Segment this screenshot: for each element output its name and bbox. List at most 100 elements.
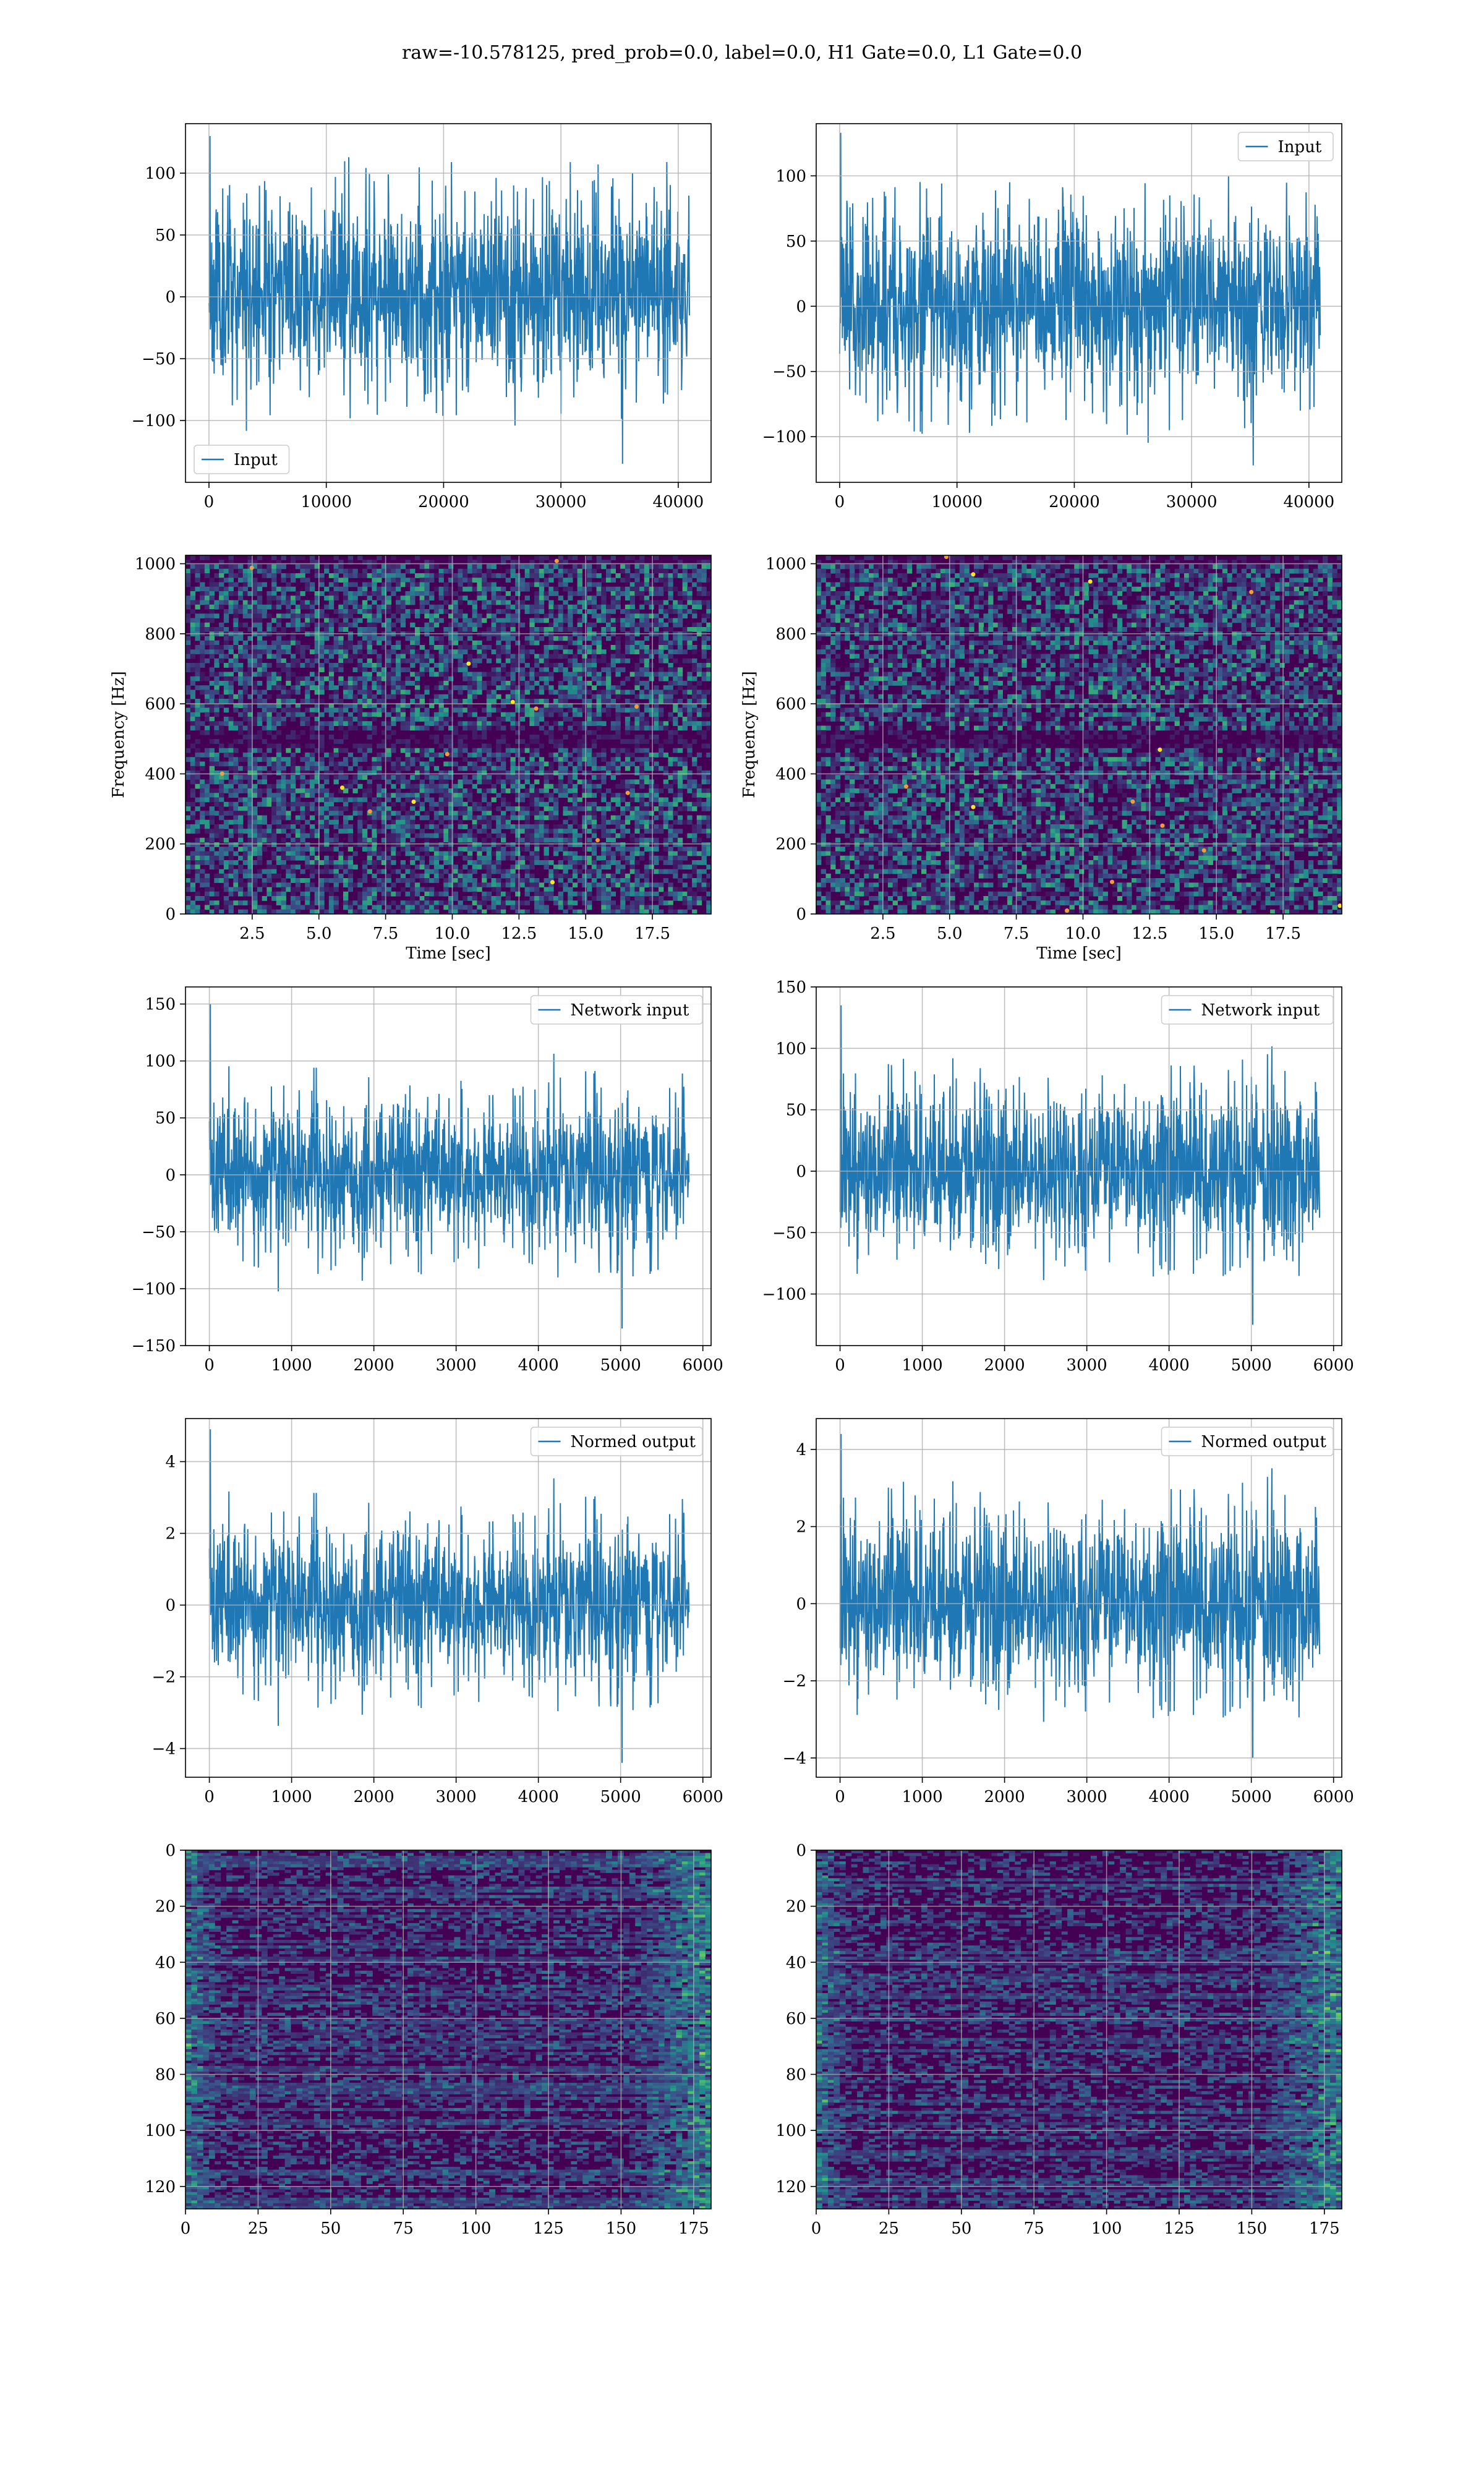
heatmap-cell: [352, 600, 357, 605]
heatmap-cell: [539, 744, 544, 749]
heatmap-cell: [352, 569, 357, 574]
heatmap-cell: [415, 591, 420, 596]
heatmap-cell: [338, 699, 343, 704]
heatmap-cell: [300, 811, 305, 816]
heatmap-cell: [487, 775, 492, 780]
heatmap-cell: [659, 753, 663, 758]
heatmap-cell: [233, 771, 238, 775]
heatmap-cell: [496, 842, 501, 847]
heatmap-cell: [573, 784, 578, 789]
heatmap-cell: [319, 739, 324, 744]
heatmap-cell: [300, 757, 305, 762]
heatmap-cell: [467, 726, 472, 731]
heatmap-cell: [195, 748, 200, 753]
heatmap-cell: [678, 573, 683, 578]
heatmap-cell: [286, 788, 291, 793]
heatmap-cell: [281, 587, 286, 592]
heatmap-cell: [668, 816, 673, 821]
heatmap-cell: [372, 663, 377, 668]
heatmap-cell: [482, 649, 487, 654]
heatmap-cell: [611, 627, 616, 632]
heatmap-cell: [214, 788, 219, 793]
heatmap-cell: [367, 659, 372, 664]
heatmap-cell: [348, 869, 353, 874]
heatmap-cell: [649, 784, 654, 789]
heatmap-cell: [281, 694, 286, 699]
heatmap-cell: [558, 721, 563, 726]
heatmap-cell: [276, 793, 281, 798]
heatmap-cell: [582, 672, 587, 677]
heatmap-cell: [644, 842, 649, 847]
heatmap-cell: [214, 690, 219, 695]
heatmap-cell: [257, 654, 262, 659]
heatmap-cell: [482, 816, 487, 821]
heatmap-cell: [587, 816, 592, 821]
heatmap-cell: [630, 672, 635, 677]
heatmap-cell: [582, 708, 587, 713]
heatmap-cell: [267, 730, 271, 735]
heatmap-cell: [401, 667, 406, 672]
heatmap-cell: [343, 583, 348, 587]
heatmap-cell: [352, 694, 357, 699]
heatmap-cell: [683, 726, 688, 731]
heatmap-cell: [372, 834, 377, 839]
heatmap-cell: [663, 636, 668, 641]
heatmap-cell: [267, 793, 271, 798]
heatmap-cell: [357, 721, 362, 726]
heatmap-cell: [611, 829, 616, 834]
heatmap-cell: [434, 694, 439, 699]
heatmap-cell: [291, 838, 296, 843]
heatmap-cell: [219, 869, 224, 874]
heatmap-cell: [525, 824, 530, 829]
heatmap-cell: [529, 623, 534, 628]
heatmap-cell: [520, 654, 525, 659]
heatmap-cell: [396, 667, 401, 672]
heatmap-cell: [329, 838, 334, 843]
heatmap-cell: [563, 636, 568, 641]
heatmap-cell: [529, 753, 534, 758]
heatmap-cell: [673, 555, 678, 560]
heatmap-cell: [697, 860, 702, 865]
heatmap-cell: [515, 860, 520, 865]
heatmap-cell: [630, 864, 635, 869]
heatmap-cell: [286, 645, 291, 650]
heatmap-cell: [525, 811, 530, 816]
heatmap-cell: [420, 600, 425, 605]
heatmap-cell: [439, 663, 444, 668]
heatmap-cell: [539, 699, 544, 704]
heatmap-cell: [687, 659, 692, 664]
heatmap-cell: [620, 667, 625, 672]
heatmap-cell: [396, 834, 401, 839]
heatmap-cell: [558, 766, 563, 771]
heatmap-cell: [415, 685, 420, 690]
heatmap-cell: [668, 587, 673, 592]
heatmap-cell: [205, 636, 210, 641]
heatmap-cell: [386, 735, 391, 740]
heatmap-cell: [319, 824, 324, 829]
heatmap-cell: [205, 623, 210, 628]
heatmap-cell: [224, 690, 229, 695]
heatmap-cell: [659, 802, 663, 807]
heatmap-cell: [224, 717, 229, 722]
heatmap-cell: [377, 587, 382, 592]
heatmap-cell: [458, 690, 463, 695]
heatmap-cell: [352, 780, 357, 785]
heatmap-cell: [482, 730, 487, 735]
heatmap-cell: [434, 753, 439, 758]
heatmap-cell: [663, 780, 668, 785]
heatmap-cell: [582, 636, 587, 641]
heatmap-cell: [391, 681, 396, 686]
heatmap-cell: [238, 578, 243, 583]
heatmap-cell: [639, 712, 644, 717]
heatmap-cell: [678, 771, 683, 775]
heatmap-cell: [510, 596, 515, 600]
heatmap-cell: [678, 636, 683, 641]
heatmap-cell: [329, 869, 334, 874]
heatmap-cell: [271, 591, 276, 596]
heatmap-cell: [262, 775, 267, 780]
heatmap-cell: [443, 694, 448, 699]
heatmap-cell: [463, 649, 467, 654]
heatmap-cell: [286, 712, 291, 717]
heatmap-cell: [214, 762, 219, 767]
heatmap-cell: [510, 618, 515, 623]
